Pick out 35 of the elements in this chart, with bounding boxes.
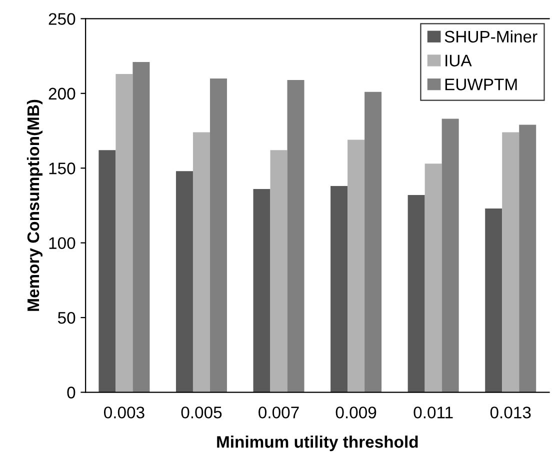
bar	[424, 164, 442, 392]
bar	[192, 132, 210, 392]
bar	[485, 208, 502, 392]
bar	[210, 78, 227, 392]
y-tick-label: 100	[49, 237, 76, 250]
legend-label: IUA	[446, 54, 472, 66]
bar	[287, 80, 304, 392]
bar	[176, 171, 193, 392]
x-tick-label: 0.007	[258, 406, 299, 418]
x-tick-label: 0.003	[104, 406, 144, 418]
x-tick-label: 0.009	[336, 406, 376, 418]
y-tick-label: 50	[58, 312, 76, 324]
bar	[253, 189, 270, 392]
y-tick-label: 0	[67, 386, 76, 398]
x-tick-label: 0.011	[414, 406, 453, 418]
y-axis-title: Memory Consumption(MB)	[26, 100, 42, 311]
x-tick-label: 0.005	[181, 406, 222, 418]
bar	[519, 124, 536, 392]
y-tick-label: 250	[48, 13, 76, 25]
bar	[502, 132, 520, 392]
bar	[348, 140, 365, 392]
bar	[270, 150, 288, 392]
bar	[132, 62, 150, 392]
bar	[98, 150, 116, 392]
bar	[408, 195, 425, 392]
x-tick-label: 0.013	[490, 406, 531, 418]
legend-label: EUWPTM	[445, 78, 517, 90]
x-axis-title: Minimum utility threshold	[217, 436, 418, 452]
bar	[364, 92, 382, 392]
legend-label: SHUP-Miner	[444, 30, 538, 43]
bar	[330, 186, 348, 392]
bar	[442, 118, 459, 392]
y-tick-label: 150	[49, 162, 76, 174]
y-tick-label: 200	[48, 88, 76, 100]
bar	[116, 74, 133, 392]
